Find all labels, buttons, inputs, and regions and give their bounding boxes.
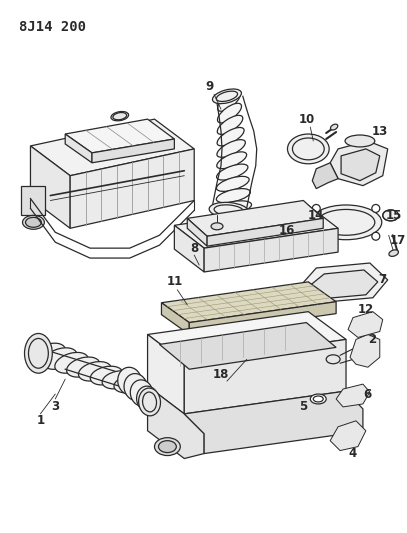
Polygon shape	[148, 335, 184, 414]
Polygon shape	[336, 384, 370, 407]
Polygon shape	[184, 340, 346, 414]
Ellipse shape	[67, 357, 100, 377]
Ellipse shape	[31, 343, 66, 366]
Polygon shape	[162, 303, 189, 335]
Ellipse shape	[114, 375, 145, 393]
Text: 17: 17	[389, 233, 406, 247]
Polygon shape	[31, 146, 70, 228]
Polygon shape	[184, 391, 363, 454]
Ellipse shape	[216, 201, 252, 214]
Text: 3: 3	[51, 400, 59, 414]
Ellipse shape	[22, 215, 44, 229]
Ellipse shape	[310, 205, 382, 240]
Polygon shape	[187, 200, 323, 236]
Ellipse shape	[217, 127, 244, 146]
Polygon shape	[65, 134, 92, 163]
Ellipse shape	[389, 250, 398, 256]
Ellipse shape	[55, 352, 88, 373]
Polygon shape	[187, 219, 207, 246]
Ellipse shape	[310, 394, 326, 404]
Text: 5: 5	[299, 400, 308, 414]
Text: 1: 1	[36, 414, 44, 427]
Polygon shape	[348, 312, 383, 337]
Text: 16: 16	[278, 224, 295, 237]
Text: 11: 11	[166, 276, 182, 288]
Text: 8J14 200: 8J14 200	[19, 20, 85, 34]
Ellipse shape	[209, 203, 249, 219]
Ellipse shape	[217, 164, 248, 180]
Text: 9: 9	[205, 80, 213, 93]
Text: 2: 2	[368, 333, 376, 346]
Ellipse shape	[287, 134, 329, 164]
Text: 4: 4	[349, 447, 357, 460]
Text: 15: 15	[385, 209, 402, 222]
Text: 14: 14	[308, 209, 324, 222]
Ellipse shape	[326, 355, 340, 364]
Polygon shape	[160, 322, 336, 369]
Ellipse shape	[372, 232, 380, 240]
Polygon shape	[207, 219, 323, 246]
Ellipse shape	[330, 124, 338, 130]
Ellipse shape	[212, 89, 241, 103]
Ellipse shape	[218, 91, 240, 111]
Text: 6: 6	[364, 387, 372, 400]
Polygon shape	[204, 228, 338, 272]
Polygon shape	[65, 119, 174, 153]
Ellipse shape	[217, 152, 247, 168]
Text: 10: 10	[298, 112, 315, 126]
Ellipse shape	[211, 223, 223, 230]
Polygon shape	[162, 282, 336, 322]
Ellipse shape	[130, 380, 153, 406]
Polygon shape	[20, 185, 45, 215]
Polygon shape	[92, 139, 174, 163]
Ellipse shape	[158, 441, 176, 453]
Ellipse shape	[217, 103, 241, 123]
Polygon shape	[341, 149, 380, 181]
Polygon shape	[189, 302, 336, 335]
Polygon shape	[148, 386, 204, 458]
Ellipse shape	[312, 205, 320, 213]
Text: 12: 12	[358, 303, 374, 316]
Ellipse shape	[102, 371, 134, 389]
Text: 7: 7	[379, 273, 387, 286]
Polygon shape	[309, 270, 378, 299]
Ellipse shape	[111, 111, 129, 121]
Ellipse shape	[217, 189, 250, 203]
Ellipse shape	[217, 115, 243, 134]
Polygon shape	[174, 225, 204, 272]
Polygon shape	[300, 263, 388, 303]
Polygon shape	[330, 141, 388, 185]
Ellipse shape	[43, 348, 77, 369]
Text: 18: 18	[213, 368, 229, 381]
Ellipse shape	[383, 210, 398, 221]
Ellipse shape	[90, 366, 123, 385]
Ellipse shape	[26, 217, 42, 227]
Ellipse shape	[217, 140, 245, 157]
Ellipse shape	[124, 374, 147, 401]
Ellipse shape	[137, 386, 159, 412]
Polygon shape	[31, 119, 194, 176]
Ellipse shape	[118, 367, 142, 395]
Polygon shape	[312, 163, 338, 189]
Ellipse shape	[372, 205, 380, 213]
Polygon shape	[174, 205, 338, 248]
Ellipse shape	[139, 388, 160, 416]
Ellipse shape	[155, 438, 180, 456]
Text: 8: 8	[190, 241, 198, 255]
Polygon shape	[330, 421, 366, 450]
Polygon shape	[70, 149, 194, 228]
Ellipse shape	[79, 361, 111, 381]
Polygon shape	[148, 312, 346, 362]
Ellipse shape	[24, 334, 52, 373]
Ellipse shape	[217, 176, 249, 191]
Text: 13: 13	[372, 125, 388, 138]
Ellipse shape	[280, 230, 307, 244]
Ellipse shape	[345, 135, 375, 147]
Polygon shape	[350, 335, 380, 367]
Ellipse shape	[312, 232, 320, 240]
Ellipse shape	[180, 230, 214, 245]
